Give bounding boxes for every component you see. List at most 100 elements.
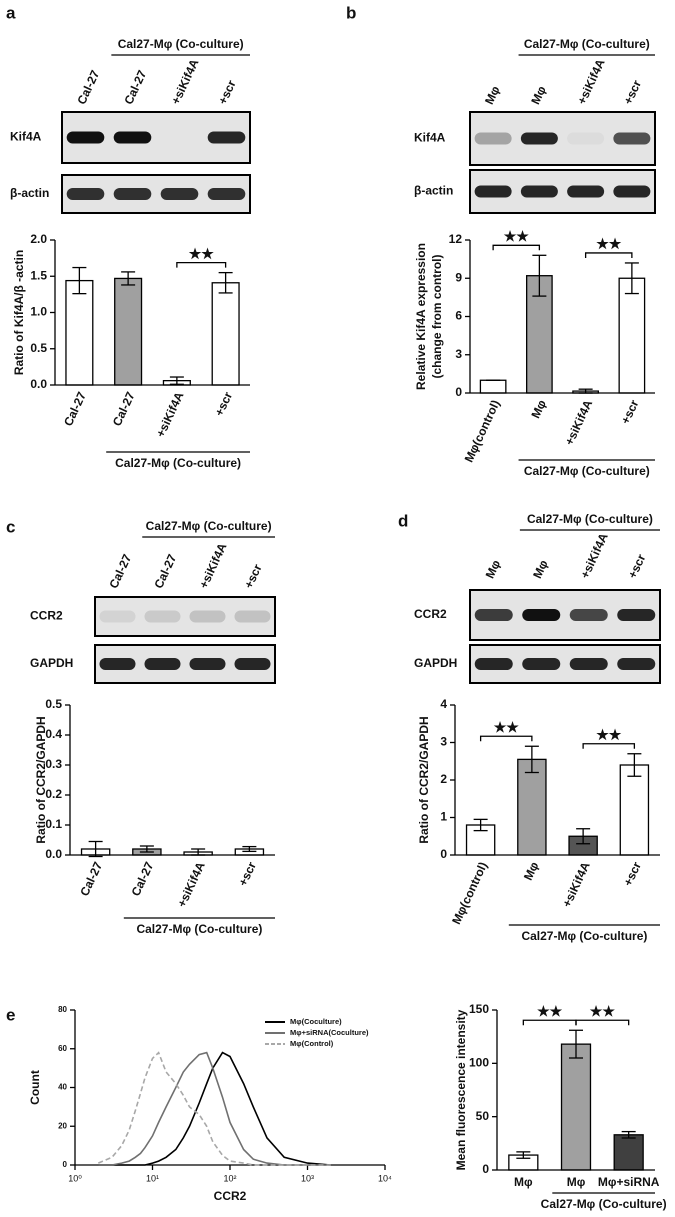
panel-letter: a — [6, 3, 16, 22]
y-tick-label: 0.2 — [45, 787, 62, 801]
panel-letter: c — [6, 517, 15, 536]
y-axis-label: Count — [28, 1070, 42, 1105]
lane-label: +siKif4A — [168, 57, 201, 107]
y-axis-label: Ratio of Kif4A/β -actin — [12, 250, 26, 375]
group-label: Cal27-Mφ (Co-culture) — [524, 37, 650, 51]
x-tick-label: +scr — [621, 859, 644, 888]
blot-band — [613, 132, 651, 145]
x-tick-label: +scr — [236, 859, 259, 888]
x-tick-label: Mφ — [514, 1175, 533, 1189]
x-tick-label: Mφ(control) — [449, 860, 490, 927]
group-label: Cal27-Mφ (Co-culture) — [524, 464, 650, 478]
y-tick-label: 9 — [455, 270, 462, 284]
y-tick-label: 4 — [440, 697, 447, 711]
lane-label: +scr — [621, 78, 644, 107]
x-tick-label: +siKif4A — [153, 389, 186, 439]
blot-band — [113, 188, 152, 200]
panel-letter: e — [6, 1005, 15, 1024]
lane-label: Mφ — [528, 83, 549, 106]
y-tick-label: 1.5 — [30, 268, 47, 282]
bar — [560, 1043, 592, 1171]
y-tick-label: 3 — [440, 735, 447, 749]
x-tick-label: +scr — [618, 397, 641, 426]
blot-band — [520, 132, 558, 145]
y-axis-label: Ratio of CCR2/GAPDH — [34, 716, 48, 843]
bar — [619, 764, 650, 856]
blot-band — [567, 132, 605, 145]
significance-label: ★★ — [189, 245, 215, 261]
blot-band — [569, 609, 608, 621]
lane-label: Cal-27 — [151, 552, 179, 591]
lane-label: +siKif4A — [575, 57, 608, 107]
row-label: CCR2 — [414, 607, 447, 621]
y-tick-label: 0.1 — [45, 817, 62, 831]
x-tick-label: 10⁰ — [68, 1173, 82, 1183]
blot-band — [234, 610, 271, 623]
x-tick-label: +siKif4A — [560, 859, 593, 909]
significance-bracket — [584, 252, 633, 258]
blot-band — [99, 658, 136, 670]
blot-band — [522, 609, 561, 621]
y-tick-label: 1 — [440, 810, 447, 824]
y-tick-label: 100 — [469, 1056, 489, 1070]
significance-bracket — [479, 735, 533, 742]
blot-band — [66, 131, 105, 144]
blot-band — [474, 658, 513, 670]
group-label: Cal27-Mφ (Co-culture) — [541, 1197, 667, 1211]
significance-bracket — [492, 244, 541, 251]
lane-label: Cal-27 — [106, 552, 134, 591]
x-tick-label: +scr — [212, 389, 235, 418]
x-tick-label: Mφ — [528, 397, 549, 420]
y-axis-label: Relative Kif4A expression — [414, 243, 428, 390]
significance-label: ★★ — [596, 236, 622, 252]
group-label: Cal27-Mφ (Co-culture) — [521, 929, 647, 943]
y-tick-label: 0 — [63, 1160, 68, 1169]
y-axis-label: (change from control) — [430, 254, 444, 378]
group-label: Cal27-Mφ (Co-culture) — [146, 519, 272, 533]
blot-band — [474, 132, 512, 145]
blot-band — [99, 610, 136, 623]
y-tick-label: 0 — [482, 1162, 489, 1176]
y-tick-label: 20 — [58, 1121, 67, 1130]
x-tick-label: Mφ — [521, 859, 542, 882]
lane-label: +siKif4A — [578, 531, 611, 581]
lane-label: Cal-27 — [121, 68, 149, 107]
bar — [613, 1134, 644, 1171]
y-tick-label: 6 — [455, 309, 462, 323]
row-label: Kif4A — [10, 130, 42, 144]
lane-label: +scr — [241, 562, 264, 591]
y-tick-label: 40 — [58, 1083, 67, 1092]
blot-band — [160, 188, 199, 200]
blot-band — [144, 610, 181, 623]
lane-label: Mφ — [483, 557, 504, 580]
blot-band — [522, 658, 561, 670]
blot-band — [617, 609, 656, 621]
y-tick-label: 60 — [58, 1044, 67, 1053]
x-tick-label: 10¹ — [146, 1173, 159, 1183]
row-label: CCR2 — [30, 609, 63, 623]
histogram-line — [98, 1051, 331, 1166]
histogram-line — [98, 1051, 331, 1166]
blot-band — [474, 185, 512, 198]
group-label: Cal27-Mφ (Co-culture) — [118, 37, 244, 51]
lane-label: +siKif4A — [196, 541, 229, 591]
significance-bracket — [176, 261, 227, 268]
y-tick-label: 0.5 — [45, 697, 62, 711]
group-label: Cal27-Mφ (Co-culture) — [115, 456, 241, 470]
significance-label: ★★ — [537, 1003, 563, 1019]
y-tick-label: 0 — [440, 847, 447, 861]
row-label: β-actin — [414, 184, 453, 198]
legend-label: Mφ(Coculture) — [290, 1017, 342, 1026]
histogram-line — [97, 1051, 331, 1166]
y-tick-label: 0.4 — [45, 727, 62, 741]
y-tick-label: 1.0 — [30, 305, 47, 319]
blot-band — [144, 658, 181, 670]
row-label: GAPDH — [414, 656, 457, 670]
x-tick-label: Mφ+siRNA — [598, 1175, 660, 1189]
y-tick-label: 0 — [455, 385, 462, 399]
significance-bracket — [582, 743, 636, 749]
legend-label: Mφ(Control) — [290, 1039, 334, 1048]
x-tick-label: Cal-27 — [77, 859, 105, 898]
group-label: Cal27-Mφ (Co-culture) — [136, 922, 262, 936]
